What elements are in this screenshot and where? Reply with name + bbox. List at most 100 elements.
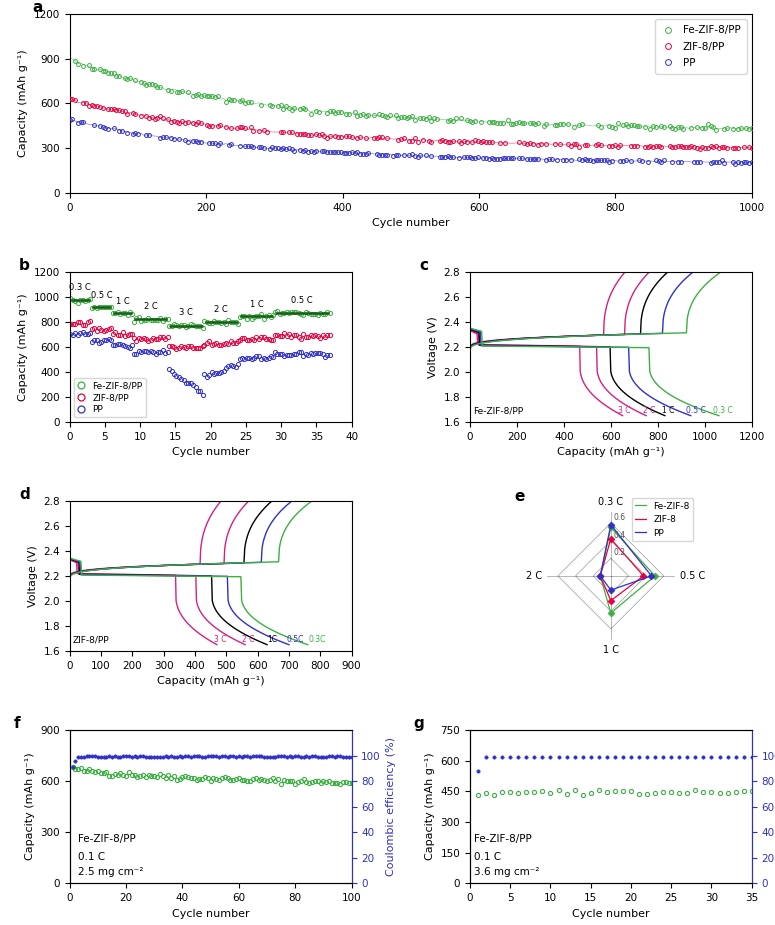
Text: a: a [33, 0, 43, 15]
Fe-ZIF-8/PP [711, 125, 721, 136]
ZIF-8 [606, 534, 615, 545]
Text: f: f [13, 717, 20, 732]
PP [668, 156, 677, 167]
Fe-ZIF-8 [606, 522, 615, 533]
Fe-ZIF-8/PP [326, 105, 335, 117]
Text: 3 C: 3 C [618, 406, 630, 415]
X-axis label: Cycle number: Cycle number [572, 908, 649, 919]
Text: 0.2: 0.2 [614, 549, 625, 558]
ZIF-8/PP [188, 117, 198, 129]
Text: 2 C: 2 C [643, 406, 656, 415]
PP [747, 156, 756, 167]
Text: 1 C: 1 C [603, 645, 619, 655]
PP [68, 114, 78, 125]
Text: 0.3C: 0.3C [308, 635, 325, 644]
Text: 3 C: 3 C [214, 635, 226, 644]
Y-axis label: Capacity (mAh g⁻¹): Capacity (mAh g⁻¹) [19, 50, 28, 157]
ZIF-8/PP [136, 110, 146, 121]
ZIF-8/PP [684, 142, 694, 153]
Text: 2 C: 2 C [242, 635, 254, 644]
Fe-ZIF-8 [606, 608, 615, 619]
PP [167, 132, 176, 143]
Text: 0.6: 0.6 [614, 513, 625, 522]
Fe-ZIF-8/PP [668, 122, 677, 133]
Fe-ZIF-8/PP [144, 79, 153, 90]
PP [235, 140, 244, 151]
Fe-ZIF-8/PP [84, 59, 94, 70]
Text: 1 C: 1 C [250, 300, 264, 309]
Text: 0.3 C: 0.3 C [70, 283, 91, 292]
PP [647, 571, 656, 582]
Text: 1 C: 1 C [662, 406, 674, 415]
Line: PP: PP [67, 117, 754, 166]
PP [606, 585, 615, 596]
Fe-ZIF-8/PP [202, 91, 212, 102]
Text: 2 C: 2 C [144, 302, 157, 312]
Text: 0.5C: 0.5C [287, 635, 304, 644]
X-axis label: Cycle number: Cycle number [172, 908, 250, 919]
Text: 1C: 1C [267, 635, 277, 644]
PP [731, 158, 740, 169]
X-axis label: Cycle number: Cycle number [172, 447, 250, 457]
ZIF-8 [606, 534, 615, 545]
Fe-ZIF-8 [606, 522, 615, 533]
PP [606, 519, 615, 530]
Y-axis label: Voltage (V): Voltage (V) [28, 545, 38, 607]
ZIF-8 [606, 595, 615, 606]
Text: c: c [419, 258, 429, 274]
ZIF-8/PP [315, 130, 324, 141]
ZIF-8/PP [728, 142, 737, 154]
Text: Fe-ZIF-8/PP: Fe-ZIF-8/PP [474, 834, 532, 845]
PP [65, 114, 74, 125]
ZIF-8 [596, 571, 605, 582]
PP [596, 571, 605, 582]
Line: PP: PP [601, 524, 652, 590]
Text: 0.5 C: 0.5 C [91, 291, 112, 300]
Y-axis label: Capacity (mAh g⁻¹): Capacity (mAh g⁻¹) [25, 753, 35, 860]
X-axis label: Capacity (mAh g⁻¹): Capacity (mAh g⁻¹) [157, 676, 264, 686]
Text: 0.4: 0.4 [614, 531, 625, 540]
X-axis label: Cycle number: Cycle number [372, 218, 450, 228]
Text: 0.1 C: 0.1 C [78, 852, 105, 861]
Text: b: b [19, 258, 30, 274]
Text: 0.1 C: 0.1 C [474, 852, 501, 862]
Line: ZIF-8: ZIF-8 [601, 539, 643, 600]
Legend: Fe-ZIF-8/PP, ZIF-8/PP, PP: Fe-ZIF-8/PP, ZIF-8/PP, PP [656, 19, 746, 74]
Text: Fe-ZIF-8/PP: Fe-ZIF-8/PP [474, 406, 524, 415]
Text: g: g [414, 717, 425, 732]
ZIF-8/PP [79, 97, 88, 108]
Text: 1 C: 1 C [115, 297, 129, 305]
Y-axis label: Coulombic efficiency (%): Coulombic efficiency (%) [387, 737, 397, 876]
Fe-ZIF-8/PP [728, 123, 737, 134]
Line: Fe-ZIF-8: Fe-ZIF-8 [601, 527, 655, 613]
Text: 2 C: 2 C [215, 304, 228, 314]
Text: 0.3 C: 0.3 C [598, 497, 623, 507]
Line: Fe-ZIF-8/PP: Fe-ZIF-8/PP [74, 59, 754, 132]
Text: 0.5 C: 0.5 C [680, 571, 705, 581]
Y-axis label: Capacity (mAh g⁻¹): Capacity (mAh g⁻¹) [425, 753, 435, 860]
X-axis label: Capacity (mAh g⁻¹): Capacity (mAh g⁻¹) [557, 447, 665, 457]
Y-axis label: Capacity (mAh g⁻¹): Capacity (mAh g⁻¹) [19, 293, 28, 401]
ZIF-8/PP [747, 142, 756, 154]
Fe-ZIF-8/PP [71, 56, 80, 67]
Text: 3.6 mg cm⁻²: 3.6 mg cm⁻² [474, 868, 539, 877]
Fe-ZIF-8 [596, 571, 605, 582]
Legend: Fe-ZIF-8, ZIF-8, PP: Fe-ZIF-8, ZIF-8, PP [632, 498, 694, 541]
ZIF-8/PP [695, 143, 704, 154]
Text: Fe-ZIF-8/PP: Fe-ZIF-8/PP [78, 834, 136, 845]
Fe-ZIF-8 [650, 571, 660, 582]
Legend: Fe-ZIF-8/PP, ZIF-8/PP, PP: Fe-ZIF-8/PP, ZIF-8/PP, PP [74, 377, 146, 417]
Text: d: d [19, 487, 29, 502]
Text: e: e [515, 489, 525, 504]
Text: ZIF-8/PP: ZIF-8/PP [73, 635, 109, 644]
Text: 0.5 C: 0.5 C [686, 406, 705, 415]
PP [79, 117, 88, 128]
Line: ZIF-8/PP: ZIF-8/PP [67, 96, 754, 151]
ZIF-8/PP [65, 93, 74, 105]
PP [333, 146, 343, 157]
Text: 0.5 C: 0.5 C [291, 296, 313, 305]
Text: 3 C: 3 C [179, 308, 193, 317]
PP [736, 157, 746, 168]
Text: 2.5 mg cm⁻²: 2.5 mg cm⁻² [78, 867, 143, 877]
PP [606, 519, 615, 530]
